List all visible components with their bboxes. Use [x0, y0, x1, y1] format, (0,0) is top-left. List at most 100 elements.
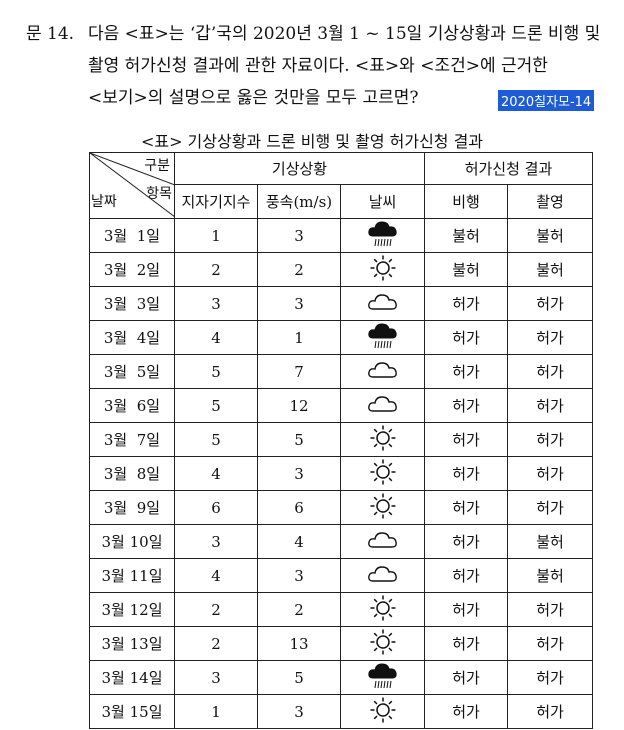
flight-result-cell: 허가 [424, 422, 508, 457]
photo-result-cell: 허가 [507, 388, 593, 423]
photo-result-cell: 불허 [507, 524, 593, 559]
corner-label-category: 구분 [144, 158, 170, 174]
geomagnetic-index-cell: 5 [174, 422, 258, 457]
source-tag: 2020칠자모-14 [498, 90, 595, 111]
photo-result-cell: 허가 [507, 286, 593, 321]
table-row: 3월 14일 3 5 허가 허가 [89, 660, 593, 695]
wind-speed-cell: 2 [257, 252, 341, 287]
geomagnetic-index-cell: 4 [174, 320, 258, 355]
col-header-photo: 촬영 [507, 184, 593, 219]
weather-cell [340, 320, 425, 355]
geomagnetic-index-cell: 4 [174, 456, 258, 491]
flight-result-cell: 허가 [424, 286, 508, 321]
cloud-icon [367, 563, 399, 589]
table-row: 3월 15일 1 3 허가 허가 [89, 694, 593, 729]
photo-result-cell: 불허 [507, 218, 593, 253]
photo-result-cell: 허가 [507, 660, 593, 695]
group-header-permit: 허가신청 결과 [424, 152, 593, 185]
sun-icon [369, 594, 397, 626]
col-header-wind-speed: 풍속(m/s) [257, 184, 341, 219]
sun-icon [369, 492, 397, 524]
cloud-icon [367, 291, 399, 317]
geomagnetic-index-cell: 6 [174, 490, 258, 525]
geomagnetic-index-cell: 2 [174, 252, 258, 287]
table-caption: <표> 기상상황과 드론 비행 및 촬영 허가신청 결과 [140, 132, 484, 151]
wind-speed-cell: 4 [257, 524, 341, 559]
date-cell: 3월 15일 [89, 694, 175, 729]
date-cell: 3월 6일 [89, 388, 175, 423]
col-header-flight: 비행 [424, 184, 508, 219]
flight-result-cell: 허가 [424, 456, 508, 491]
flight-result-cell: 허가 [424, 388, 508, 423]
weather-cell [340, 558, 425, 593]
data-table: 구분 항목 날짜 기상상황 허가신청 결과 지자기지수 풍속(m/s) 날씨 비… [89, 152, 593, 729]
photo-result-cell: 허가 [507, 626, 593, 661]
geomagnetic-index-cell: 5 [174, 388, 258, 423]
flight-result-cell: 불허 [424, 218, 508, 253]
table-row: 3월 13일 2 13 허가 허가 [89, 626, 593, 661]
wind-speed-cell: 3 [257, 218, 341, 253]
date-cell: 3월 3일 [89, 286, 175, 321]
wind-speed-cell: 3 [257, 694, 341, 729]
weather-cell [340, 354, 425, 389]
wind-speed-cell: 3 [257, 558, 341, 593]
date-cell: 3월 4일 [89, 320, 175, 355]
flight-result-cell: 허가 [424, 592, 508, 627]
weather-cell [340, 218, 425, 253]
table-row: 3월 3일 3 3 허가 허가 [89, 286, 593, 321]
photo-result-cell: 허가 [507, 592, 593, 627]
geomagnetic-index-cell: 4 [174, 558, 258, 593]
photo-result-cell: 허가 [507, 422, 593, 457]
date-cell: 3월 9일 [89, 490, 175, 525]
wind-speed-cell: 7 [257, 354, 341, 389]
date-cell: 3월 11일 [89, 558, 175, 593]
rain-cloud-icon [367, 662, 399, 694]
sun-icon [369, 254, 397, 286]
photo-result-cell: 허가 [507, 320, 593, 355]
flight-result-cell: 허가 [424, 660, 508, 695]
table-row: 3월 2일 2 2 불허 불허 [89, 252, 593, 287]
date-cell: 3월 5일 [89, 354, 175, 389]
wind-speed-cell: 12 [257, 388, 341, 423]
weather-cell [340, 422, 425, 457]
cloud-icon [367, 529, 399, 555]
corner-label-item: 항목 [146, 186, 172, 202]
flight-result-cell: 허가 [424, 626, 508, 661]
weather-cell [340, 456, 425, 491]
col-header-weather: 날씨 [340, 184, 425, 219]
weather-cell [340, 694, 425, 729]
geomagnetic-index-cell: 1 [174, 694, 258, 729]
photo-result-cell: 허가 [507, 456, 593, 491]
photo-result-cell: 허가 [507, 490, 593, 525]
wind-speed-cell: 2 [257, 592, 341, 627]
flight-result-cell: 허가 [424, 320, 508, 355]
wind-speed-cell: 3 [257, 286, 341, 321]
flight-result-cell: 허가 [424, 524, 508, 559]
question-text: 문 14. 다음 <표>는 ‘갑’국의 2020년 3월 1 ~ 15일 기상상황… [26, 18, 606, 114]
table-row: 3월 10일 3 4 허가 불허 [89, 524, 593, 559]
table-row: 3월 9일 6 6 허가 허가 [89, 490, 593, 525]
wind-speed-cell: 5 [257, 422, 341, 457]
table-row: 3월 11일 4 3 허가 불허 [89, 558, 593, 593]
sun-icon [369, 424, 397, 456]
sun-icon [369, 628, 397, 660]
question-number: 문 14. [26, 24, 75, 44]
geomagnetic-index-cell: 1 [174, 218, 258, 253]
flight-result-cell: 허가 [424, 354, 508, 389]
date-cell: 3월 10일 [89, 524, 175, 559]
flight-result-cell: 허가 [424, 558, 508, 593]
table-row: 3월 1일 1 3 불허 불허 [89, 218, 593, 253]
wind-speed-cell: 3 [257, 456, 341, 491]
geomagnetic-index-cell: 2 [174, 626, 258, 661]
date-cell: 3월 13일 [89, 626, 175, 661]
sun-icon [369, 458, 397, 490]
geomagnetic-index-cell: 5 [174, 354, 258, 389]
wind-speed-cell: 6 [257, 490, 341, 525]
geomagnetic-index-cell: 3 [174, 660, 258, 695]
geomagnetic-index-cell: 2 [174, 592, 258, 627]
weather-cell [340, 524, 425, 559]
table-row: 3월 7일 5 5 허가 허가 [89, 422, 593, 457]
photo-result-cell: 허가 [507, 694, 593, 729]
table-row: 3월 8일 4 3 허가 허가 [89, 456, 593, 491]
date-cell: 3월 1일 [89, 218, 175, 253]
